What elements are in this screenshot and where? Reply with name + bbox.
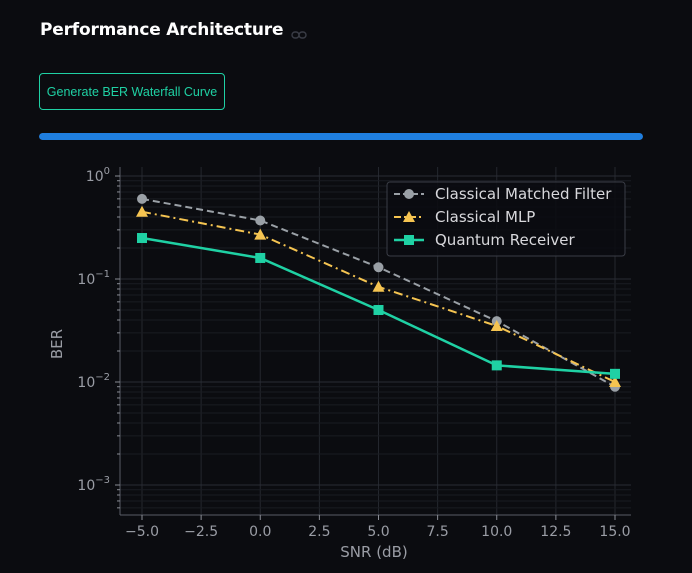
legend-marker <box>404 189 414 199</box>
x-tick-label: 12.5 <box>540 524 571 540</box>
legend-box <box>386 181 626 257</box>
data-point <box>373 262 384 273</box>
progress-bar <box>39 133 643 140</box>
y-tick-label: 10−3 <box>77 475 110 494</box>
data-point <box>255 215 266 226</box>
x-tick-label: 10.0 <box>481 524 512 540</box>
legend-label: Classical MLP <box>435 208 535 226</box>
data-point <box>255 252 266 263</box>
x-tick-label: 5.0 <box>367 524 389 540</box>
generate-ber-curve-button[interactable]: Generate BER Waterfall Curve <box>39 73 225 110</box>
data-point <box>609 376 621 387</box>
y-tick-label: 10−1 <box>77 269 110 288</box>
data-point <box>137 233 147 244</box>
x-tick-label: −5.0 <box>125 524 159 540</box>
page-title: Performance Architecture <box>40 20 284 40</box>
page-header: Performance Architecture <box>40 20 307 40</box>
data-point <box>373 305 384 316</box>
x-tick-label: 2.5 <box>308 524 330 540</box>
data-point <box>610 368 620 379</box>
y-axis-label: BER <box>48 329 66 359</box>
data-point <box>136 205 148 217</box>
data-point <box>372 280 385 292</box>
legend-label: Classical Matched Filter <box>435 185 612 203</box>
legend-marker <box>403 211 415 222</box>
legend-marker <box>404 235 414 245</box>
x-tick-label: 7.5 <box>426 524 448 540</box>
link-icon[interactable] <box>291 27 307 39</box>
x-axis-label: SNR (dB) <box>340 543 407 561</box>
data-point <box>490 319 503 331</box>
y-tick-label: 100 <box>86 166 110 185</box>
data-point <box>491 360 502 371</box>
x-tick-label: 15.0 <box>599 524 630 540</box>
data-point <box>137 193 147 204</box>
x-tick-label: 0.0 <box>249 524 271 540</box>
legend-label: Quantum Receiver <box>435 231 576 249</box>
progress-bar-fill <box>39 133 643 140</box>
data-point <box>254 228 267 240</box>
y-tick-label: 10−2 <box>77 372 110 391</box>
x-tick-label: −2.5 <box>184 524 218 540</box>
